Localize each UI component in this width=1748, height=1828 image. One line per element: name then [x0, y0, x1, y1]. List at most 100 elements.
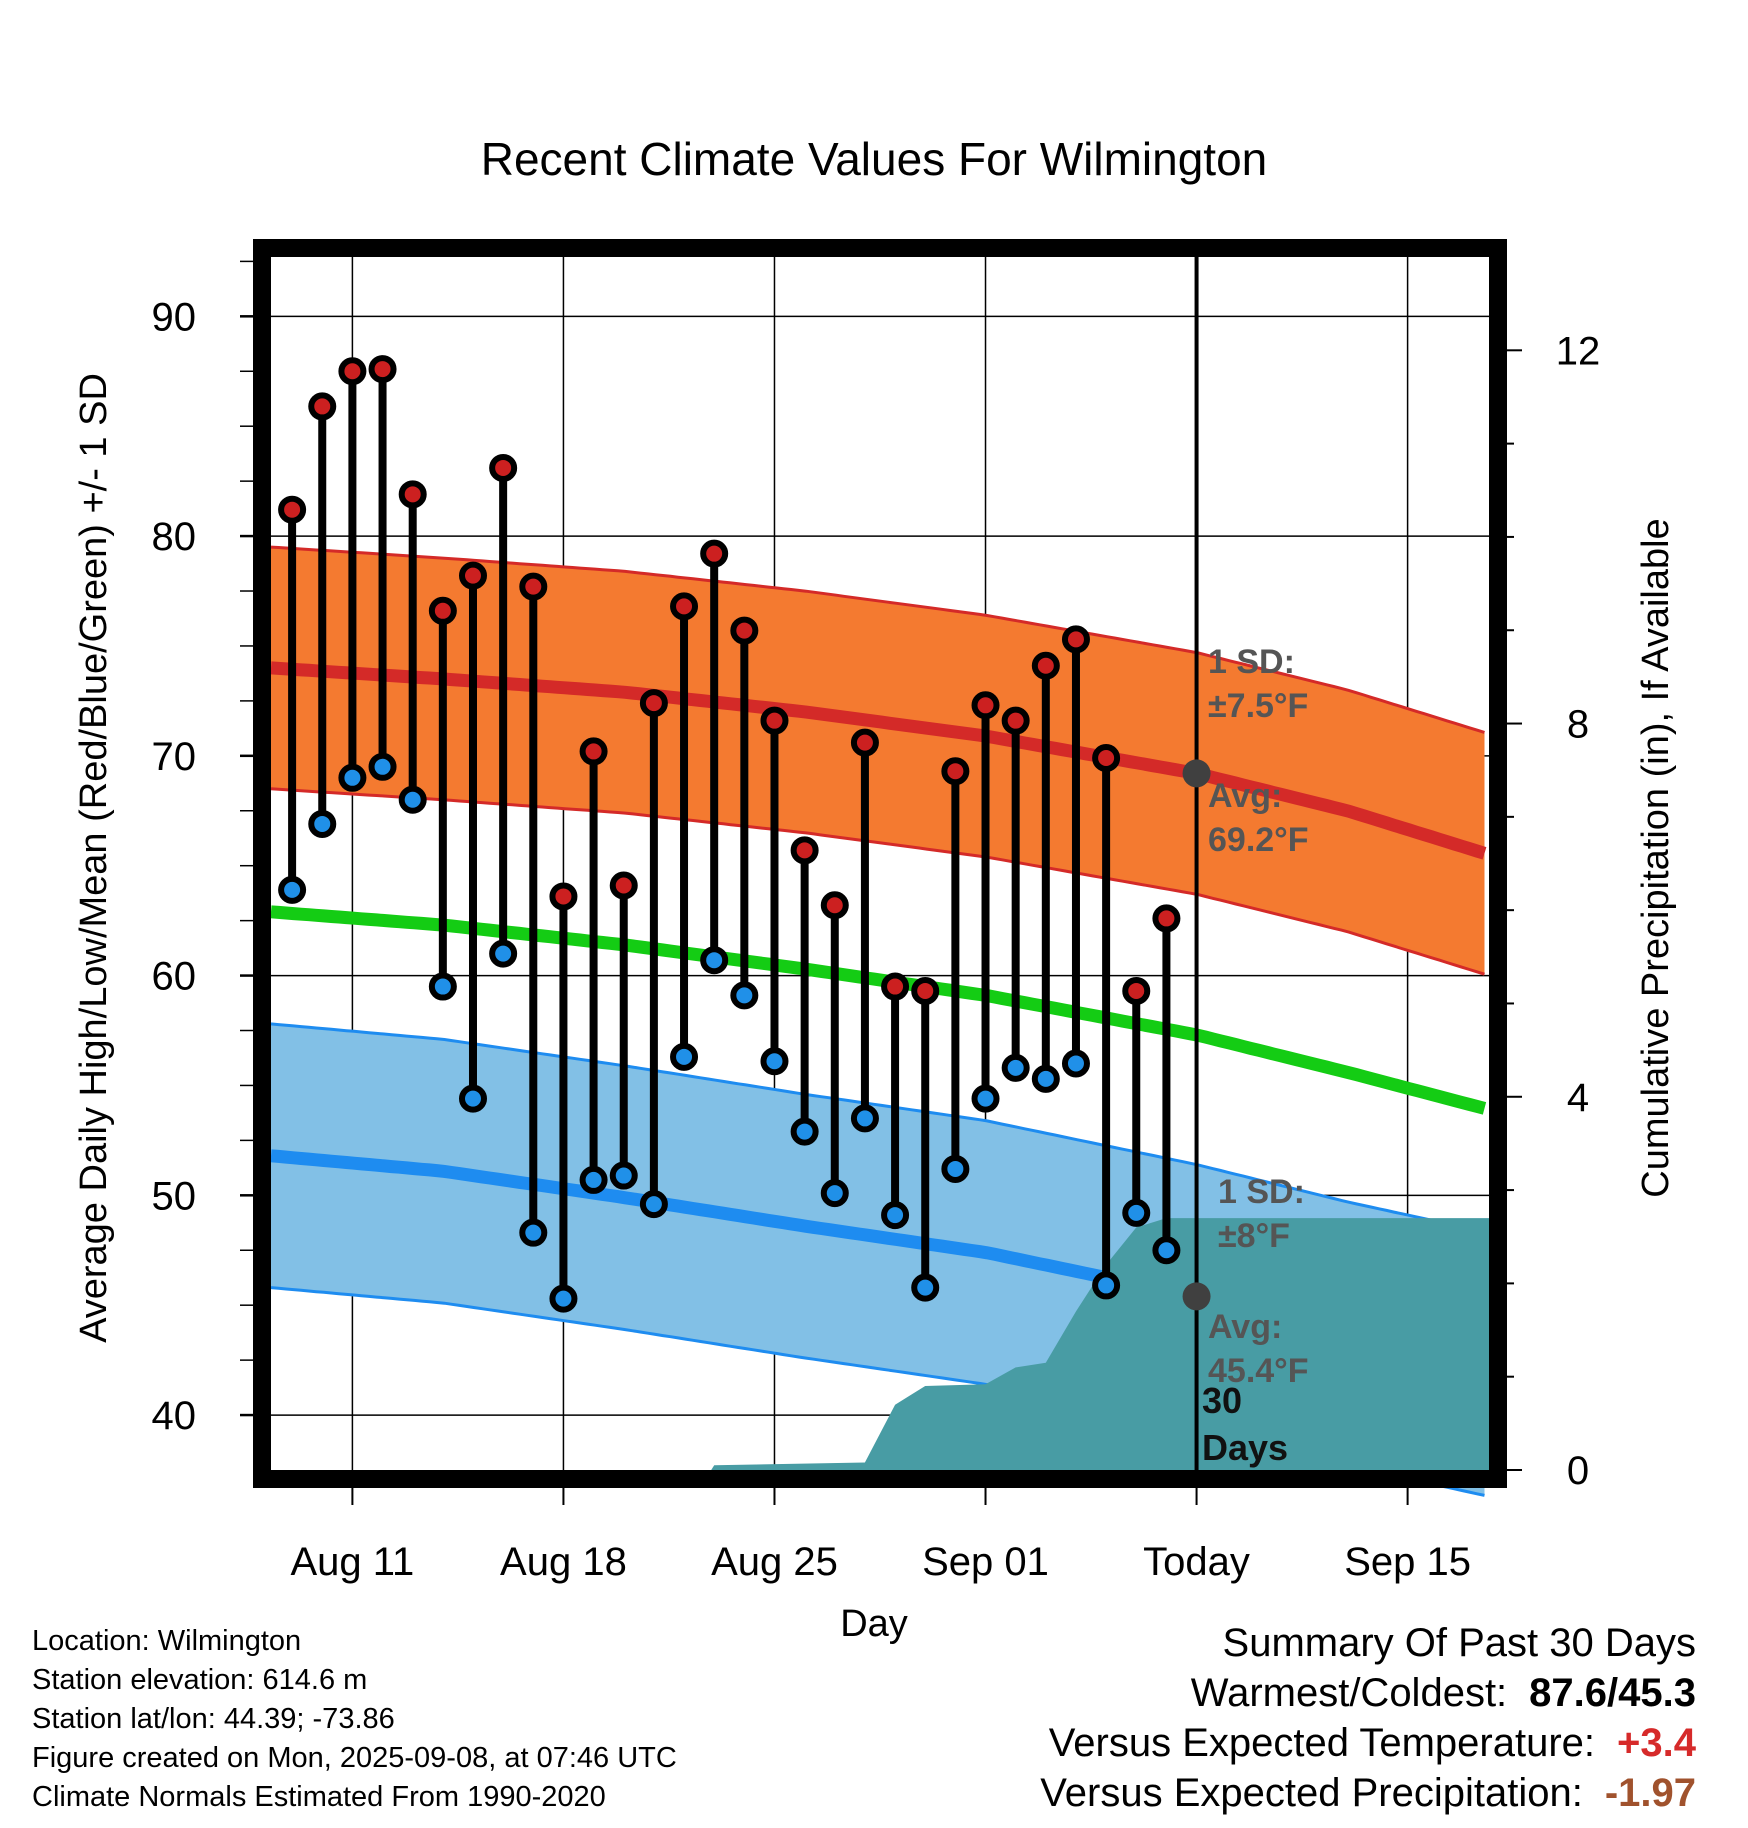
- low-dot: [428, 972, 457, 1001]
- high-dot: [941, 757, 970, 786]
- high-dot: [458, 561, 487, 590]
- summary-warmest-row: Warmest/Coldest: 87.6/45.3: [1040, 1668, 1696, 1718]
- low-dot: [881, 1201, 910, 1230]
- low-dot: [579, 1165, 608, 1194]
- x-axis-ticks: Aug 11 Aug 18 Aug 25 Sep 01 Today Sep 15: [290, 1488, 1471, 1584]
- low-dot: [308, 809, 337, 838]
- today-low-normal-dot: [1182, 1282, 1211, 1311]
- y2-tick-label: 4: [1567, 1076, 1589, 1120]
- low-dot: [1122, 1198, 1151, 1227]
- high-sd-label: 1 SD:: [1208, 643, 1295, 681]
- high-dot: [1001, 706, 1030, 735]
- high-dot: [639, 689, 668, 718]
- high-dot: [1092, 744, 1121, 773]
- created-text: Figure created on Mon, 2025-09-08, at 07…: [32, 1742, 677, 1774]
- plot-area: [270, 257, 1489, 1497]
- y-tick-label: 80: [152, 515, 197, 559]
- high-dot: [911, 976, 940, 1005]
- low-dot: [278, 875, 307, 904]
- high-dot: [850, 728, 879, 757]
- low-dot: [790, 1117, 819, 1146]
- high-dot: [820, 891, 849, 920]
- x-tick-label: Today: [1143, 1540, 1250, 1584]
- high-sd-value: ±7.5°F: [1208, 687, 1308, 725]
- annotations: 1 SD: ±7.5°F Avg: 69.2°F 1 SD: ±8°F Avg:…: [1202, 643, 1309, 1468]
- high-dot: [881, 972, 910, 1001]
- high-dot: [670, 592, 699, 621]
- high-dot: [579, 737, 608, 766]
- high-dot: [519, 572, 548, 601]
- y-tick-label: 50: [152, 1174, 197, 1218]
- low-avg-label: Avg:: [1208, 1308, 1282, 1346]
- low-dot: [549, 1284, 578, 1313]
- normals-text: Climate Normals Estimated From 1990-2020: [32, 1781, 606, 1813]
- y2-tick-label: 12: [1556, 329, 1601, 373]
- low-dot: [458, 1084, 487, 1113]
- y-axis-label: Average Daily High/Low/Mean (Red/Blue/Gr…: [73, 373, 115, 1343]
- plot-frame: [253, 239, 1507, 1488]
- high-dot: [971, 691, 1000, 720]
- precip-label: Versus Expected Precipitation:: [1040, 1771, 1583, 1815]
- high-dot: [1061, 625, 1090, 654]
- x-tick-label: Aug 25: [711, 1540, 838, 1584]
- low-avg-value: 45.4°F: [1208, 1352, 1309, 1390]
- warmest-label: Warmest/Coldest:: [1190, 1671, 1508, 1715]
- station-info: Location: Wilmington Station elevation: …: [32, 1622, 677, 1817]
- low-dot: [398, 785, 427, 814]
- low-dot: [1031, 1064, 1060, 1093]
- high-sd-band: [271, 547, 1485, 975]
- low-dot: [338, 763, 367, 792]
- x-tick-label: Sep 15: [1344, 1540, 1471, 1584]
- summary-precip-row: Versus Expected Precipitation: -1.97: [1040, 1768, 1696, 1818]
- low-dot: [971, 1084, 1000, 1113]
- today-high-normal-dot: [1182, 759, 1211, 788]
- daily-range-stems: [288, 369, 1171, 1299]
- y2-axis-ticks: 0 4 8 12: [1507, 329, 1600, 1493]
- low-dot: [609, 1161, 638, 1190]
- y-tick-label: 70: [152, 735, 197, 779]
- summary-panel: Summary Of Past 30 Days Warmest/Coldest:…: [1040, 1618, 1696, 1818]
- low-dot: [489, 939, 518, 968]
- low-dot: [1152, 1236, 1181, 1265]
- low-dot: [700, 946, 729, 975]
- today-normal-dots: [1182, 759, 1211, 1311]
- high-dot: [760, 706, 789, 735]
- y2-axis-label: Cumulative Precipitation (in), If Availa…: [1635, 518, 1677, 1197]
- high-dot: [549, 882, 578, 911]
- x-tick-label: Aug 18: [500, 1540, 627, 1584]
- days-word: Days: [1202, 1427, 1288, 1468]
- precip-value: -1.97: [1604, 1771, 1696, 1815]
- low-dot: [730, 981, 759, 1010]
- daily-dots: [278, 355, 1181, 1313]
- low-dot: [1001, 1053, 1030, 1082]
- high-dot: [338, 357, 367, 386]
- summary-heading: Summary Of Past 30 Days: [1222, 1621, 1696, 1665]
- high-sd-upper-edge: [270, 545, 1485, 734]
- location-text: Location: Wilmington: [32, 1625, 302, 1657]
- high-avg-value: 69.2°F: [1208, 821, 1309, 859]
- y-tick-label: 90: [152, 295, 197, 339]
- y-tick-label: 60: [152, 955, 197, 999]
- low-dot: [941, 1154, 970, 1183]
- high-dot: [1152, 904, 1181, 933]
- chart-title: Recent Climate Values For Wilmington: [481, 133, 1268, 185]
- temp-value: +3.4: [1617, 1721, 1696, 1765]
- precip-fill: [271, 1218, 1489, 1470]
- high-dot: [489, 453, 518, 482]
- high-dot: [1031, 651, 1060, 680]
- high-dot: [308, 392, 337, 421]
- high-dot: [730, 616, 759, 645]
- high-dot: [1122, 976, 1151, 1005]
- y2-tick-label: 0: [1567, 1449, 1589, 1493]
- warmest-value: 87.6/45.3: [1529, 1671, 1696, 1715]
- y-axis-ticks: 40 50 60 70 80 90: [152, 260, 253, 1438]
- low-dot: [639, 1190, 668, 1219]
- high-dot: [609, 871, 638, 900]
- low-dot: [850, 1104, 879, 1133]
- latlon-text: Station lat/lon: 44.39; -73.86: [32, 1703, 395, 1735]
- x-tick-label: Sep 01: [922, 1540, 1049, 1584]
- x-tick-label: Aug 11: [290, 1540, 414, 1584]
- low-dot: [1092, 1271, 1121, 1300]
- low-sd-value: ±8°F: [1218, 1217, 1290, 1255]
